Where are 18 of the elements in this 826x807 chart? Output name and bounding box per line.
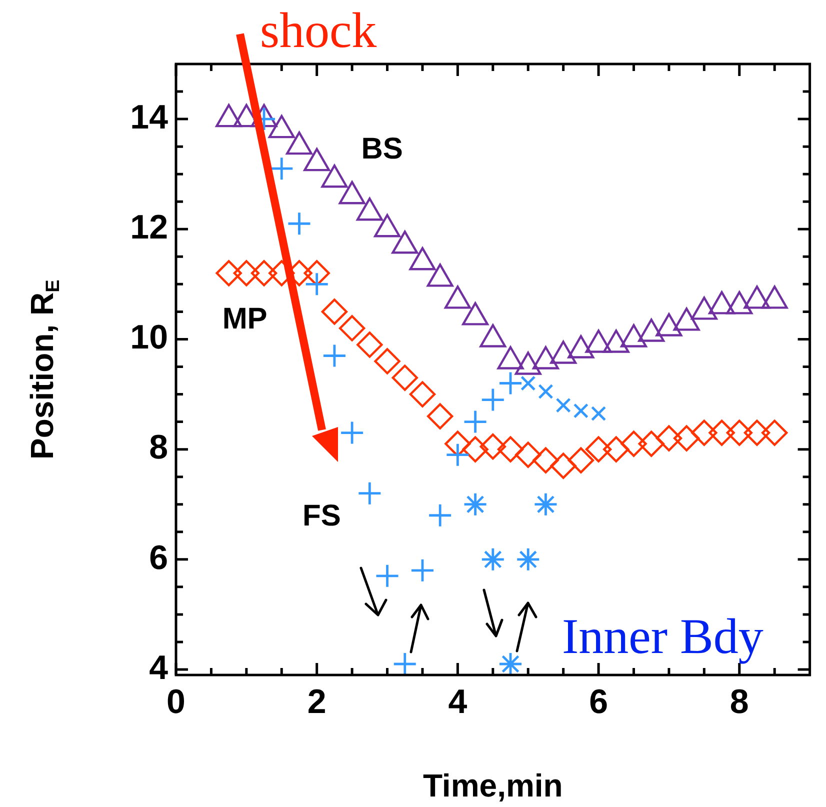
- x-tick-label: 4: [448, 682, 468, 721]
- x-tick-label: 6: [589, 682, 608, 721]
- series-label: MP: [222, 302, 268, 336]
- y-axis-title: Position, RE: [24, 279, 64, 460]
- y-tick-label: 14: [130, 98, 168, 136]
- x-tick-label: 0: [166, 682, 186, 721]
- annotation: Inner Bdy: [562, 608, 764, 664]
- x-axis-title: Time,min: [422, 768, 563, 804]
- y-tick-label: 10: [130, 318, 168, 357]
- series-label: BS: [361, 132, 403, 166]
- y-tick-label: 8: [149, 428, 168, 467]
- y-tick-label: 12: [130, 208, 168, 247]
- series-label: FS: [302, 500, 341, 533]
- x-tick-label: 8: [730, 682, 749, 721]
- y-tick-label: 6: [149, 538, 168, 577]
- x-tick-label: 2: [307, 682, 326, 721]
- text: shock: [260, 2, 377, 58]
- y-tick-label: 4: [149, 648, 168, 687]
